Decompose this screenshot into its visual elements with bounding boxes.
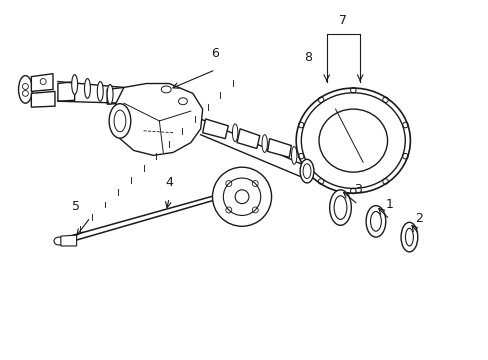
Ellipse shape: [97, 82, 103, 101]
Ellipse shape: [178, 98, 187, 105]
Text: 6: 6: [211, 47, 219, 60]
Polygon shape: [114, 84, 202, 156]
Polygon shape: [31, 91, 55, 107]
Ellipse shape: [262, 135, 267, 152]
Polygon shape: [202, 119, 228, 139]
Polygon shape: [31, 74, 53, 91]
Text: 8: 8: [304, 51, 311, 64]
Ellipse shape: [400, 222, 417, 252]
Circle shape: [212, 167, 271, 226]
Text: 3: 3: [353, 183, 362, 196]
Polygon shape: [58, 82, 75, 101]
Ellipse shape: [303, 164, 310, 179]
Ellipse shape: [161, 86, 171, 93]
Ellipse shape: [72, 75, 78, 94]
Text: 5: 5: [72, 201, 80, 213]
Ellipse shape: [333, 196, 346, 219]
Ellipse shape: [329, 190, 350, 225]
Ellipse shape: [114, 110, 125, 132]
Ellipse shape: [301, 93, 405, 188]
Ellipse shape: [109, 104, 130, 138]
Ellipse shape: [405, 228, 412, 246]
Ellipse shape: [107, 85, 113, 104]
Polygon shape: [267, 139, 291, 157]
Ellipse shape: [54, 237, 64, 245]
Text: 2: 2: [414, 212, 422, 225]
Polygon shape: [237, 129, 259, 148]
Circle shape: [235, 190, 248, 204]
Polygon shape: [61, 235, 77, 246]
Ellipse shape: [19, 76, 32, 103]
Ellipse shape: [296, 88, 409, 193]
Circle shape: [40, 78, 46, 85]
Text: 1: 1: [385, 198, 393, 211]
Text: 4: 4: [165, 176, 173, 189]
Circle shape: [223, 178, 260, 215]
Polygon shape: [107, 87, 123, 104]
Ellipse shape: [366, 206, 385, 237]
Ellipse shape: [370, 212, 381, 231]
Ellipse shape: [300, 159, 313, 183]
Ellipse shape: [318, 109, 387, 172]
Ellipse shape: [232, 124, 237, 141]
Text: 7: 7: [339, 14, 347, 27]
Ellipse shape: [291, 147, 296, 164]
Ellipse shape: [84, 78, 90, 98]
